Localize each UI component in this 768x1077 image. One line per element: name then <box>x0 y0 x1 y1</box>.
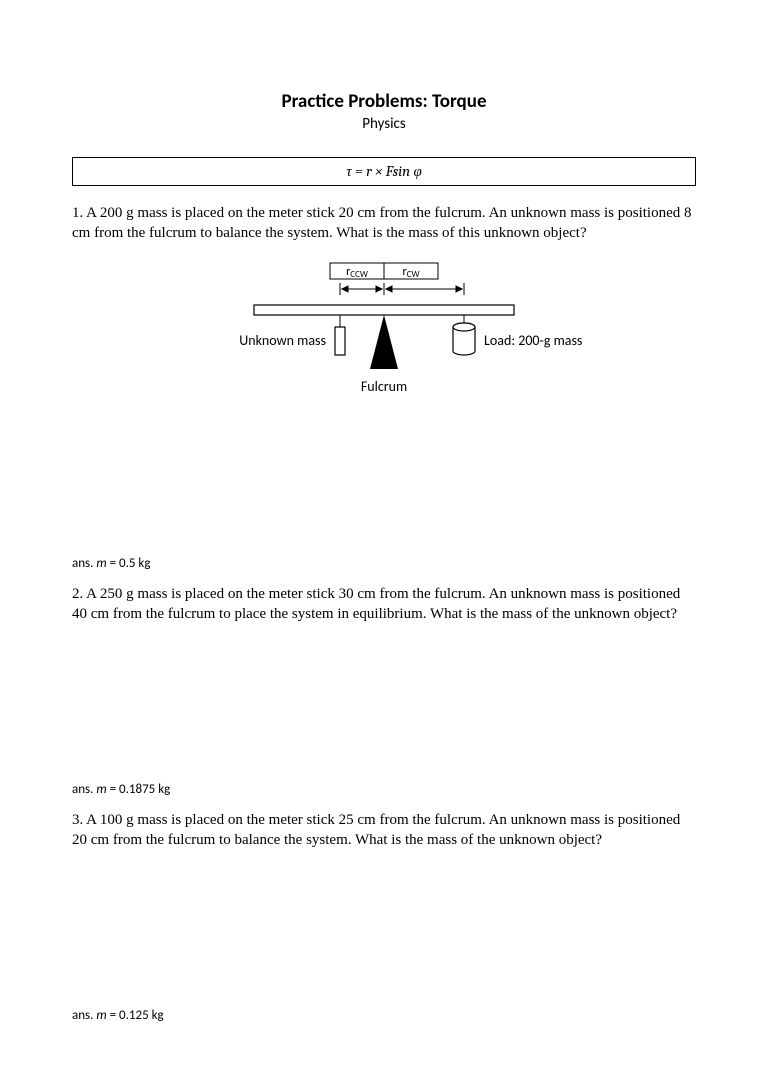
workspace-1 <box>72 426 696 556</box>
unknown-mass-label: Unknown mass <box>239 332 326 349</box>
r-ccw-group: rCCW <box>330 263 384 280</box>
load-mass-label: Load: 200-g mass <box>484 332 582 349</box>
page: Practice Problems: Torque Physics τ = r … <box>0 0 768 1077</box>
formula-text: τ = r × Fsin φ <box>346 162 422 180</box>
problem-3-text: 3. A 100 g mass is placed on the meter s… <box>72 811 696 850</box>
workspace-3 <box>72 858 696 1008</box>
answer-3: ans. m = 0.125 kg <box>72 1008 696 1023</box>
problem-1-text: 1. A 200 g mass is placed on the meter s… <box>72 204 696 243</box>
fulcrum-label: Fulcrum <box>361 378 407 395</box>
answer-2: ans. m = 0.1875 kg <box>72 782 696 797</box>
workspace-2 <box>72 632 696 782</box>
dimension-arrows <box>340 283 464 295</box>
meter-stick <box>254 305 514 315</box>
svg-text:rCCW: rCCW <box>346 265 368 280</box>
torque-diagram: rCCW rCW <box>72 261 696 416</box>
problem-2-text: 2. A 250 g mass is placed on the meter s… <box>72 585 696 624</box>
svg-text:rCW: rCW <box>403 265 420 280</box>
page-title: Practice Problems: Torque <box>72 90 696 113</box>
r-cw-group: rCW <box>384 263 438 280</box>
answer-1: ans. m = 0.5 kg <box>72 556 696 571</box>
formula-box: τ = r × Fsin φ <box>72 157 696 186</box>
load-mass <box>453 315 475 355</box>
diagram-svg: rCCW rCW <box>184 261 584 411</box>
page-subtitle: Physics <box>72 115 696 133</box>
unknown-mass <box>335 315 345 355</box>
fulcrum-triangle <box>370 315 398 369</box>
